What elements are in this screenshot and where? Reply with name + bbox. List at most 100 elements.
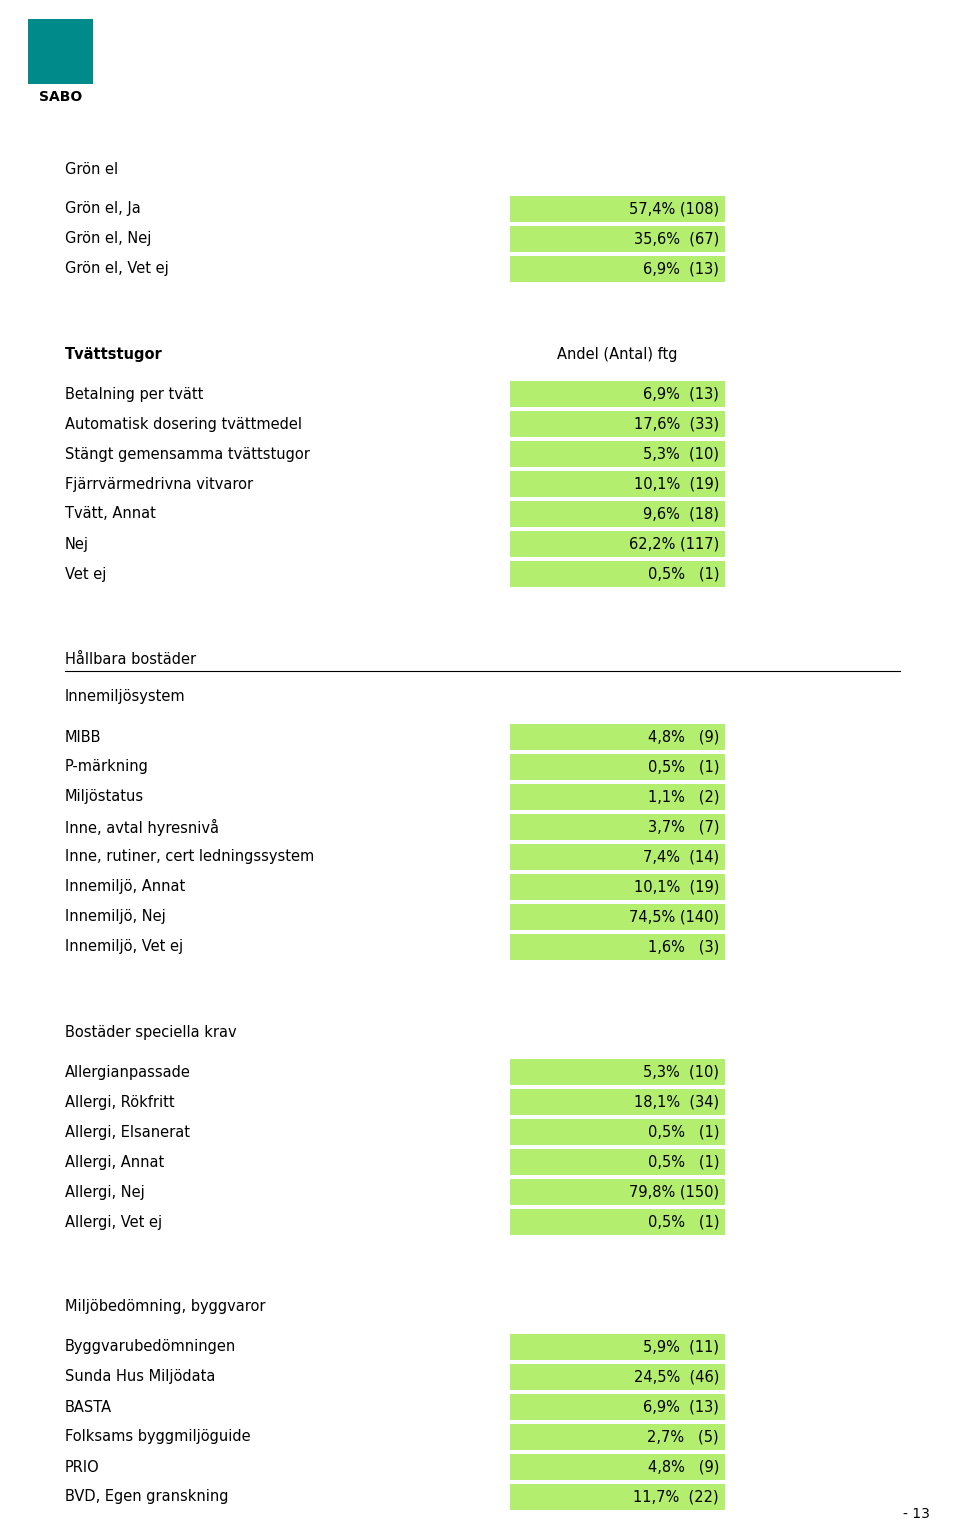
Text: Folksams byggmiljöguide: Folksams byggmiljöguide xyxy=(65,1430,251,1445)
Text: Tvätt, Annat: Tvätt, Annat xyxy=(65,506,156,522)
Text: 17,6%  (33): 17,6% (33) xyxy=(634,417,719,431)
Text: Grön el: Grön el xyxy=(65,162,118,177)
Text: 0,5%   (1): 0,5% (1) xyxy=(647,1214,719,1230)
Text: 5,3%  (10): 5,3% (10) xyxy=(643,446,719,462)
FancyBboxPatch shape xyxy=(510,226,725,252)
FancyBboxPatch shape xyxy=(510,531,725,557)
FancyBboxPatch shape xyxy=(510,1454,725,1481)
Text: 5,9%  (11): 5,9% (11) xyxy=(643,1339,719,1354)
FancyBboxPatch shape xyxy=(510,471,725,497)
Text: 7,4%  (14): 7,4% (14) xyxy=(643,850,719,865)
Text: Allergi, Vet ej: Allergi, Vet ej xyxy=(65,1214,162,1230)
Text: Betalning per tvätt: Betalning per tvätt xyxy=(65,386,204,402)
Text: 2,7%   (5): 2,7% (5) xyxy=(647,1430,719,1445)
Text: Allergi, Annat: Allergi, Annat xyxy=(65,1154,164,1170)
FancyBboxPatch shape xyxy=(510,255,725,282)
Text: 6,9%  (13): 6,9% (13) xyxy=(643,386,719,402)
FancyBboxPatch shape xyxy=(510,1424,725,1450)
Text: 6,9%  (13): 6,9% (13) xyxy=(643,262,719,277)
Text: 11,7%  (22): 11,7% (22) xyxy=(634,1490,719,1505)
Text: Inne, rutiner, cert ledningssystem: Inne, rutiner, cert ledningssystem xyxy=(65,850,314,865)
Text: P-märkning: P-märkning xyxy=(65,760,149,774)
FancyBboxPatch shape xyxy=(510,442,725,466)
Text: 1,6%   (3): 1,6% (3) xyxy=(648,939,719,954)
FancyBboxPatch shape xyxy=(510,1484,725,1510)
FancyBboxPatch shape xyxy=(510,874,725,900)
Text: Allergi, Nej: Allergi, Nej xyxy=(65,1185,145,1199)
Text: 74,5% (140): 74,5% (140) xyxy=(629,910,719,925)
Text: 6,9%  (13): 6,9% (13) xyxy=(643,1399,719,1414)
Text: 79,8% (150): 79,8% (150) xyxy=(629,1185,719,1199)
Text: 10,1%  (19): 10,1% (19) xyxy=(634,879,719,894)
Text: PRIO: PRIO xyxy=(65,1459,100,1474)
FancyBboxPatch shape xyxy=(510,411,725,437)
Text: Allergianpassade: Allergianpassade xyxy=(65,1065,191,1079)
FancyBboxPatch shape xyxy=(510,382,725,406)
Text: 24,5%  (46): 24,5% (46) xyxy=(634,1370,719,1385)
Text: 0,5%   (1): 0,5% (1) xyxy=(647,566,719,582)
Text: Inne, avtal hyresnivå: Inne, avtal hyresnivå xyxy=(65,819,219,836)
FancyBboxPatch shape xyxy=(510,1394,725,1420)
FancyBboxPatch shape xyxy=(510,754,725,780)
Text: Innemiljö, Nej: Innemiljö, Nej xyxy=(65,910,166,925)
Text: 0,5%   (1): 0,5% (1) xyxy=(647,1125,719,1139)
FancyBboxPatch shape xyxy=(510,195,725,222)
Text: Bostäder speciella krav: Bostäder speciella krav xyxy=(65,1025,236,1039)
Text: 1,1%   (2): 1,1% (2) xyxy=(647,790,719,805)
FancyBboxPatch shape xyxy=(510,903,725,930)
Text: BASTA: BASTA xyxy=(65,1399,112,1414)
Text: Grön el, Ja: Grön el, Ja xyxy=(65,202,141,217)
Text: Grön el, Nej: Grön el, Nej xyxy=(65,231,152,246)
Text: Nej: Nej xyxy=(65,537,89,551)
Text: BVD, Egen granskning: BVD, Egen granskning xyxy=(65,1490,228,1505)
FancyBboxPatch shape xyxy=(510,1119,725,1145)
Text: Automatisk dosering tvättmedel: Automatisk dosering tvättmedel xyxy=(65,417,302,431)
Text: Andel (Antal) ftg: Andel (Antal) ftg xyxy=(557,346,678,362)
Text: Sunda Hus Miljödata: Sunda Hus Miljödata xyxy=(65,1370,215,1385)
FancyBboxPatch shape xyxy=(510,1150,725,1174)
Text: 9,6%  (18): 9,6% (18) xyxy=(643,506,719,522)
FancyBboxPatch shape xyxy=(510,1364,725,1390)
Text: Allergi, Elsanerat: Allergi, Elsanerat xyxy=(65,1125,190,1139)
Text: Stängt gemensamma tvättstugor: Stängt gemensamma tvättstugor xyxy=(65,446,310,462)
Text: 10,1%  (19): 10,1% (19) xyxy=(634,477,719,491)
Text: Hållbara bostäder: Hållbara bostäder xyxy=(65,651,196,666)
FancyBboxPatch shape xyxy=(510,1179,725,1205)
FancyBboxPatch shape xyxy=(510,1334,725,1360)
FancyBboxPatch shape xyxy=(510,502,725,526)
Text: 4,8%   (9): 4,8% (9) xyxy=(648,729,719,745)
Text: 3,7%   (7): 3,7% (7) xyxy=(647,819,719,834)
Text: Innemiljösystem: Innemiljösystem xyxy=(65,689,185,705)
Text: Innemiljö, Annat: Innemiljö, Annat xyxy=(65,879,185,894)
FancyBboxPatch shape xyxy=(510,562,725,586)
Text: Tvättstugor: Tvättstugor xyxy=(65,346,163,362)
Text: 4,8%   (9): 4,8% (9) xyxy=(648,1459,719,1474)
Text: MIBB: MIBB xyxy=(65,729,102,745)
Text: 35,6%  (67): 35,6% (67) xyxy=(634,231,719,246)
Text: Miljöstatus: Miljöstatus xyxy=(65,790,144,805)
FancyBboxPatch shape xyxy=(510,934,725,960)
Text: Fjärrvärmedrivna vitvaror: Fjärrvärmedrivna vitvaror xyxy=(65,477,253,491)
FancyBboxPatch shape xyxy=(510,843,725,870)
Text: - 13: - 13 xyxy=(903,1507,930,1521)
Text: Miljöbedömning, byggvaror: Miljöbedömning, byggvaror xyxy=(65,1299,266,1314)
Text: Byggvarubedömningen: Byggvarubedömningen xyxy=(65,1339,236,1354)
Text: SABO: SABO xyxy=(38,89,83,105)
Text: 18,1%  (34): 18,1% (34) xyxy=(634,1094,719,1110)
Text: Innemiljö, Vet ej: Innemiljö, Vet ej xyxy=(65,939,183,954)
Text: 5,3%  (10): 5,3% (10) xyxy=(643,1065,719,1079)
FancyBboxPatch shape xyxy=(510,1210,725,1234)
Text: 0,5%   (1): 0,5% (1) xyxy=(647,1154,719,1170)
Text: 57,4% (108): 57,4% (108) xyxy=(629,202,719,217)
FancyBboxPatch shape xyxy=(510,783,725,810)
Text: Allergi, Rökfritt: Allergi, Rökfritt xyxy=(65,1094,175,1110)
FancyBboxPatch shape xyxy=(510,1090,725,1114)
FancyBboxPatch shape xyxy=(28,18,93,85)
Text: Vet ej: Vet ej xyxy=(65,566,107,582)
FancyBboxPatch shape xyxy=(510,1059,725,1085)
FancyBboxPatch shape xyxy=(510,723,725,749)
Text: 0,5%   (1): 0,5% (1) xyxy=(647,760,719,774)
Text: Grön el, Vet ej: Grön el, Vet ej xyxy=(65,262,169,277)
Text: 62,2% (117): 62,2% (117) xyxy=(629,537,719,551)
FancyBboxPatch shape xyxy=(510,814,725,840)
